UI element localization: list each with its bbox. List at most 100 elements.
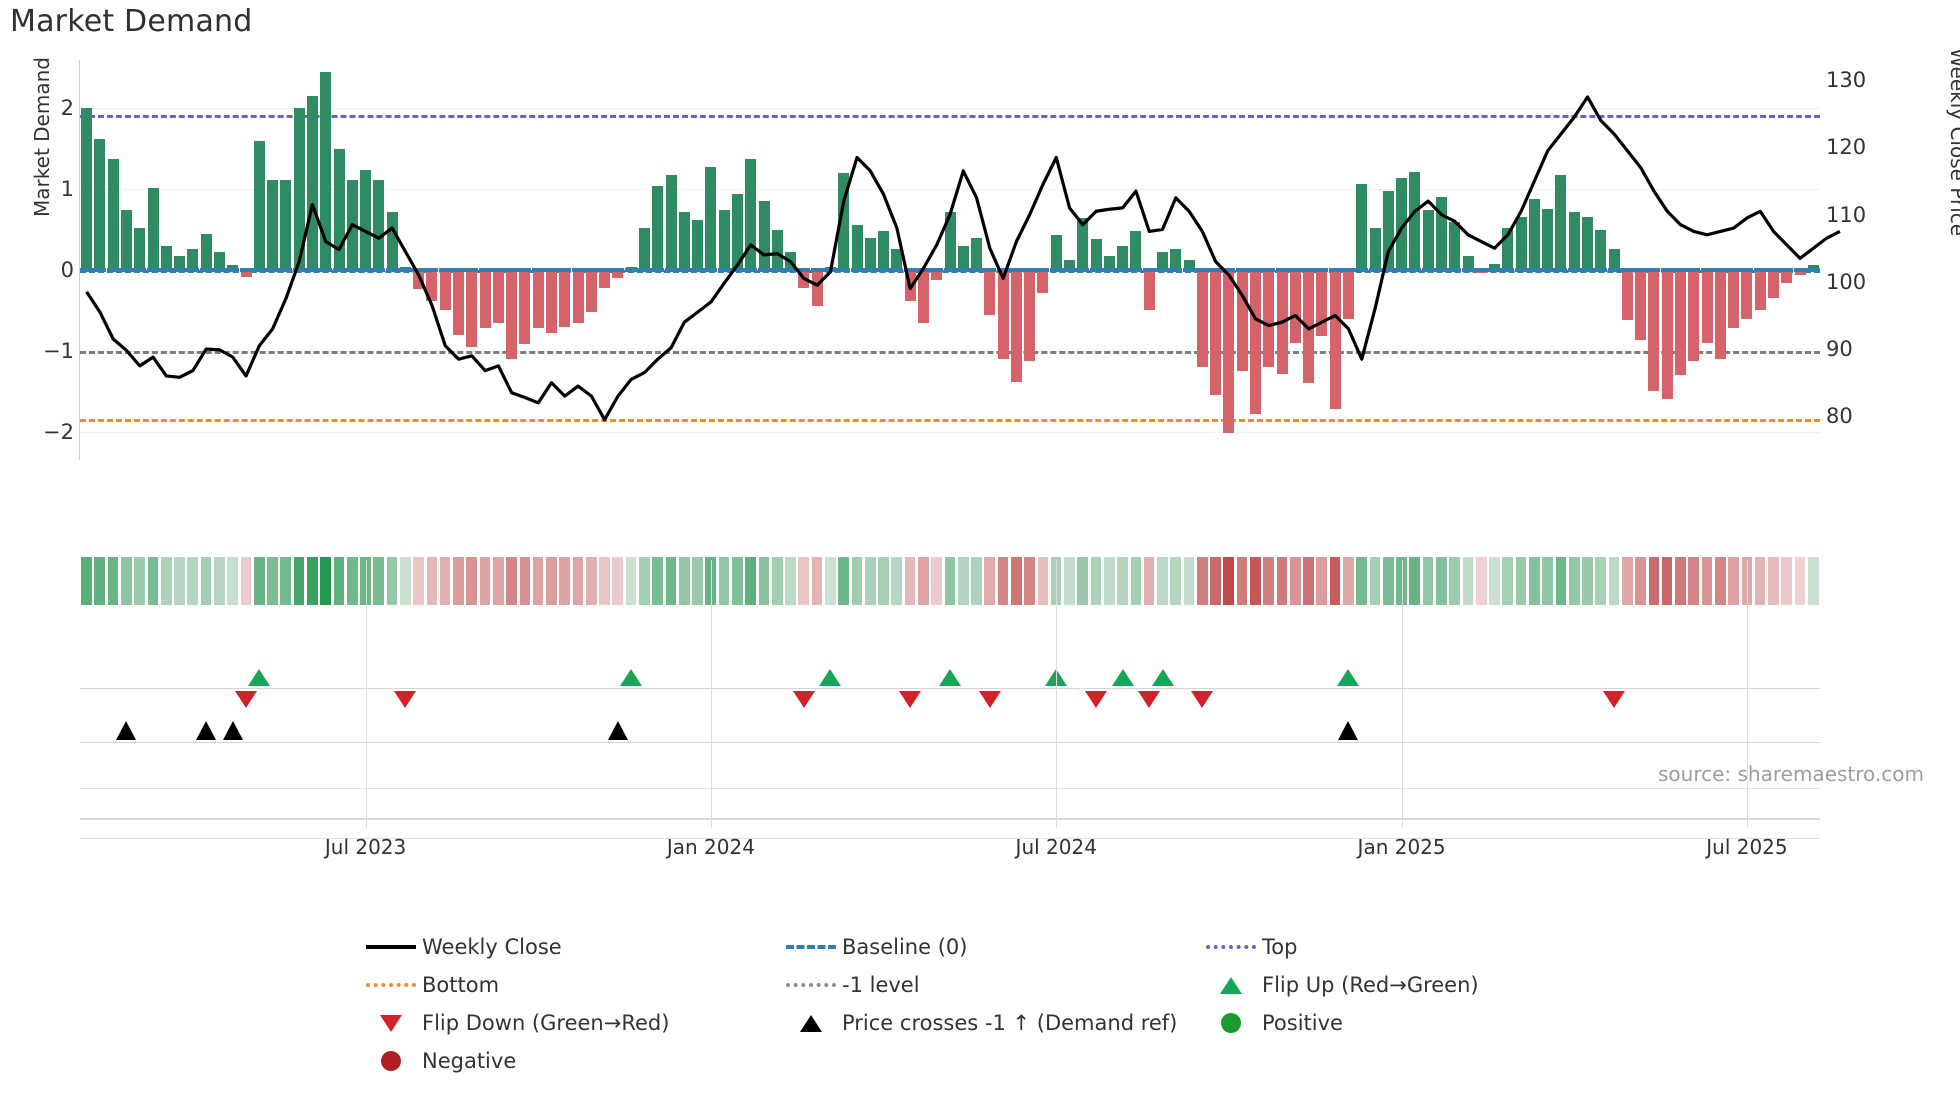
price-cross-marker[interactable]: [1338, 721, 1359, 740]
demand-bar: [771, 229, 783, 271]
demand-bar: [864, 237, 876, 271]
legend-item-weekly-close[interactable]: Weekly Close: [360, 928, 780, 966]
demand-bar: [1608, 249, 1620, 271]
demand-bar: [891, 249, 903, 271]
baseline-stub: [212, 268, 226, 273]
baseline-stub: [1806, 268, 1820, 273]
flip-down-marker[interactable]: [792, 691, 815, 708]
legend-item-baseline[interactable]: Baseline (0): [780, 928, 1200, 966]
y-tick-right: 100: [1826, 269, 1867, 294]
strip-cell: [81, 557, 92, 605]
baseline-stub: [638, 268, 651, 273]
price-cross-marker[interactable]: [222, 721, 243, 740]
strip-cell: [1303, 557, 1314, 605]
legend-label: -1 level: [842, 973, 920, 997]
flip-down-marker[interactable]: [1138, 691, 1161, 708]
x-tick-label: Jan 2025: [1357, 835, 1446, 859]
flip-down-marker[interactable]: [1603, 691, 1626, 708]
baseline-stub: [1501, 268, 1515, 273]
legend-item-bottom[interactable]: Bottom: [360, 966, 780, 1004]
strip-cell: [798, 557, 810, 605]
strip-cell: [1754, 557, 1766, 605]
strip-cell: [612, 557, 624, 605]
legend-label: Baseline (0): [842, 935, 968, 959]
flip-down-marker[interactable]: [394, 691, 417, 708]
weekly-close-line: [85, 95, 1841, 422]
y-tick-right: 110: [1826, 202, 1867, 227]
strip-cell: [453, 557, 464, 605]
flip-down-marker[interactable]: [1191, 691, 1214, 708]
price-cross-marker[interactable]: [607, 721, 628, 740]
y-axis-right-label: Weekly Close Price: [1946, 47, 1960, 237]
baseline-stub: [797, 268, 811, 273]
demand-bar: [1117, 245, 1129, 271]
baseline-stub: [505, 268, 519, 273]
weekly-close-polyline: [85, 95, 1841, 422]
baseline-stub: [943, 268, 957, 273]
demand-bar: [718, 210, 730, 271]
strip-cell: [107, 557, 119, 605]
legend-item-top[interactable]: Top: [1200, 928, 1600, 966]
flip-up-marker[interactable]: [620, 669, 643, 686]
demand-bar: [160, 245, 172, 271]
legend-item-negative[interactable]: Negative: [360, 1042, 780, 1080]
baseline-stub: [983, 268, 997, 273]
triangle-up-black-icon: [780, 1014, 842, 1032]
flip-up-marker[interactable]: [939, 669, 961, 686]
baseline-stub: [372, 268, 386, 273]
strip-cell: [625, 557, 637, 605]
demand-bar: [320, 72, 332, 271]
demand-bar: [333, 148, 345, 271]
strip-cell: [931, 557, 942, 605]
strip-cell: [519, 557, 531, 605]
baseline-stub: [996, 268, 1010, 273]
strip-cell: [1396, 557, 1407, 605]
baseline-stub: [584, 268, 598, 273]
demand-bar: [546, 270, 558, 334]
flip-down-marker[interactable]: [978, 691, 1001, 708]
legend-item-positive[interactable]: Positive: [1200, 1004, 1600, 1042]
legend-item-price-cross[interactable]: Price crosses -1 ↑ (Demand ref): [780, 1004, 1200, 1042]
strip-cell: [1515, 557, 1527, 605]
demand-bar: [1435, 197, 1447, 271]
flip-up-marker[interactable]: [248, 669, 271, 686]
baseline-stub: [279, 268, 293, 273]
legend-item-minus-one-level[interactable]: -1 level: [780, 966, 1200, 1004]
demand-bar: [745, 158, 757, 271]
baseline-stub: [1009, 268, 1023, 273]
price-cross-marker[interactable]: [116, 721, 137, 740]
flip-up-marker[interactable]: [1111, 669, 1134, 686]
legend-item-flip-up[interactable]: Flip Up (Red→Green): [1200, 966, 1600, 1004]
strip-cell: [1223, 557, 1235, 605]
strip-cell: [1462, 557, 1474, 605]
demand-bar: [851, 224, 863, 271]
flip-up-marker[interactable]: [1337, 669, 1360, 686]
legend-item-flip-down[interactable]: Flip Down (Green→Red): [360, 1004, 780, 1042]
demand-bar: [240, 270, 252, 278]
demand-bar: [1210, 270, 1222, 396]
baseline-stub: [1381, 268, 1395, 273]
flip-down-marker[interactable]: [899, 691, 922, 708]
baseline-stub: [133, 268, 147, 273]
strip-cell: [864, 557, 876, 605]
flip-down-marker[interactable]: [1085, 691, 1108, 708]
strip-cell: [1768, 557, 1779, 605]
baseline-stub: [1753, 268, 1767, 273]
strip-cell: [811, 557, 823, 605]
strip-cell: [240, 557, 252, 605]
legend-label: Negative: [422, 1049, 517, 1073]
strip-cell: [479, 557, 491, 605]
demand-bar: [1635, 270, 1647, 340]
strip-cell: [1781, 557, 1793, 605]
flip-up-marker[interactable]: [1151, 669, 1174, 686]
strip-cell: [200, 557, 212, 605]
price-cross-marker[interactable]: [196, 721, 217, 740]
x-tick-gridline: [1056, 560, 1058, 828]
demand-bar: [599, 270, 611, 288]
baseline-stub: [1076, 268, 1090, 273]
flip-down-marker[interactable]: [235, 691, 258, 708]
strip-cell: [1236, 557, 1248, 605]
baseline-stub: [1023, 268, 1037, 273]
flip-up-marker[interactable]: [819, 669, 842, 686]
